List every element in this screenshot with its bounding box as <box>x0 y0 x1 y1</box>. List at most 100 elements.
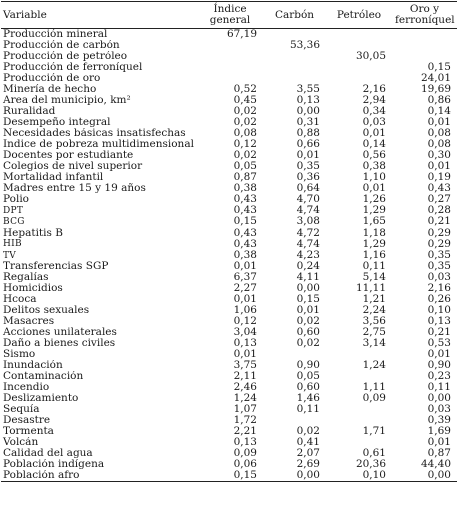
variable-label: Masacres <box>3 316 55 328</box>
oro-ferroniquel-cell: 0,03 <box>427 404 451 416</box>
petroleo-cell: 3,56 <box>362 316 386 328</box>
carbon-cell: 0,00 <box>296 283 320 295</box>
variable-label: Colegios de nivel superior <box>3 160 143 172</box>
carbon-cell: 0,00 <box>296 105 320 117</box>
variable-cell: Área del municipio, km² <box>1 95 197 106</box>
oro-ferroniquel-cell: 0,01 <box>427 160 451 172</box>
carbon-cell: 0,01 <box>296 149 320 161</box>
table-row: Población afro 0,15 0,00 0,10 0,00 <box>1 470 457 482</box>
variable-cell: Contaminación <box>1 371 197 382</box>
col-header-variable: Variable <box>1 1 197 29</box>
oro-ferroniquel-cell: 0,29 <box>427 227 451 239</box>
variable-label: Hepatitis B <box>3 227 63 239</box>
variable-label: Producción de oro <box>3 72 101 84</box>
table-row: Producción de petróleo 30,05 <box>1 51 457 62</box>
variable-cell: Necesidades básicas insatisfechas <box>1 128 197 139</box>
petroleo-cell: 1,18 <box>362 227 386 239</box>
petroleo-cell: 30,05 <box>355 50 386 62</box>
variable-cell: Deslizamiento <box>1 393 197 404</box>
table-row: Regalías 6,37 4,11 5,14 0,03 <box>1 272 457 283</box>
variable-cell: Incendio <box>1 382 197 393</box>
carbon-cell: 2,69 <box>296 459 320 471</box>
table-row: Daño a bienes civiles 0,13 0,02 3,14 0,53 <box>1 338 457 349</box>
petroleo-cell: 0,01 <box>362 182 386 194</box>
indice-general-cell: 0,38 <box>233 249 257 262</box>
petroleo-cell: 2,24 <box>362 305 386 317</box>
col-header-carbon: Carbón <box>263 1 326 29</box>
variable-cell: Sequía <box>1 404 197 415</box>
table-row: Volcán 0,13 0,41 0,01 <box>1 437 457 448</box>
petroleo-cell: 0,34 <box>362 105 386 117</box>
variable-label: Daño a bienes civiles <box>3 338 116 350</box>
oro-ferroniquel-cell: 0,10 <box>427 305 451 317</box>
indice-general-cell: 67,19 <box>226 28 257 40</box>
variable-label: Desempeño integral <box>3 116 111 128</box>
petroleo-cell: 0,14 <box>362 138 386 150</box>
oro-ferroniquel-cell: 2,16 <box>427 283 451 295</box>
carbon-cell: 4,74 <box>296 204 320 216</box>
carbon-cell <box>263 62 326 73</box>
variable-cell: Hepatitis B <box>1 227 197 238</box>
variable-label: Acciones unilaterales <box>3 327 117 339</box>
petroleo-cell <box>326 437 392 448</box>
carbon-cell <box>263 73 326 84</box>
table-row: Calidad del agua 0,09 2,07 0,61 0,87 <box>1 448 457 459</box>
variable-label: DPT <box>3 205 24 216</box>
oro-ferroniquel-cell: 0,28 <box>427 204 451 216</box>
variable-cell: Población indígena <box>1 459 197 470</box>
carbon-cell: 53,36 <box>289 39 320 51</box>
table-row: Área del municipio, km² 0,45 0,13 2,94 0,86 <box>1 95 457 106</box>
variable-cell: Hcoca <box>1 294 197 305</box>
variable-label: Necesidades básicas insatisfechas <box>3 127 186 139</box>
table-row: BCG 0,15 3,08 1,65 0,21 <box>1 216 457 227</box>
table-row: Masacres 0,12 0,02 3,56 0,13 <box>1 316 457 327</box>
petroleo-cell: 0,03 <box>362 116 386 128</box>
variable-cell: Índice de pobreza multidimensional <box>1 139 197 150</box>
table-row: Polio 0,43 4,70 1,26 0,27 <box>1 194 457 205</box>
variable-label: Sismo <box>3 349 36 361</box>
indice-general-cell: 0,38 <box>233 182 257 194</box>
oro-ferroniquel-cell: 1,69 <box>427 426 451 438</box>
table-row: Hcoca 0,01 0,15 1,21 0,26 <box>1 294 457 305</box>
carbon-cell: 0,00 <box>263 470 326 482</box>
indice-general-cell: 0,43 <box>233 204 257 216</box>
indice-general-cell <box>197 40 263 51</box>
variable-cell: Delitos sexuales <box>1 305 197 316</box>
variable-cell: Mortalidad infantil <box>1 172 197 183</box>
table-row: Producción de ferroníquel 0,15 <box>1 62 457 73</box>
carbon-cell: 4,11 <box>296 272 320 284</box>
indice-general-cell: 0,01 <box>233 349 257 361</box>
oro-ferroniquel-cell: 0,00 <box>427 393 451 405</box>
variable-label: TV <box>3 250 17 261</box>
table-row: Sequía 1,07 0,11 0,03 <box>1 404 457 415</box>
oro-ferroniquel-cell: 0,39 <box>427 415 451 427</box>
variable-cell: Desastre <box>1 415 197 426</box>
col-header-petroleo: Petróleo <box>326 1 392 29</box>
carbon-cell: 0,05 <box>296 371 320 383</box>
petroleo-cell: 0,10 <box>326 470 392 482</box>
carbon-cell: 0,35 <box>296 160 320 172</box>
variable-label: Delitos sexuales <box>3 305 90 317</box>
oro-ferroniquel-cell: 0,01 <box>427 116 451 128</box>
variable-label: Mortalidad infantil <box>3 171 104 183</box>
oro-ferroniquel-cell: 0,53 <box>427 338 451 350</box>
variable-cell: Acciones unilaterales <box>1 327 197 338</box>
petroleo-cell: 0,61 <box>362 448 386 460</box>
petroleo-cell <box>326 371 392 382</box>
oro-ferroniquel-cell: 0,35 <box>427 261 451 273</box>
oro-ferroniquel-cell: 0,08 <box>427 127 451 139</box>
variable-label: Tormenta <box>3 426 54 438</box>
carbon-cell: 0,66 <box>296 138 320 150</box>
carbon-cell <box>263 415 326 426</box>
variable-label: Sequía <box>3 404 40 416</box>
variable-label: Calidad del agua <box>3 448 93 460</box>
carbon-cell: 0,60 <box>296 327 320 339</box>
table-row: Contaminación 2,11 0,05 0,23 <box>1 371 457 382</box>
oro-ferroniquel-cell: 0,90 <box>427 360 451 372</box>
petroleo-cell: 1,21 <box>362 294 386 306</box>
variable-cell: Madres entre 15 y 19 años <box>1 183 197 194</box>
indice-general-cell: 6,37 <box>233 272 257 284</box>
oro-ferroniquel-cell: 0,35 <box>427 249 451 262</box>
carbon-cell <box>263 51 326 62</box>
table-row: Homicidios 2,27 0,00 11,11 2,16 <box>1 283 457 294</box>
